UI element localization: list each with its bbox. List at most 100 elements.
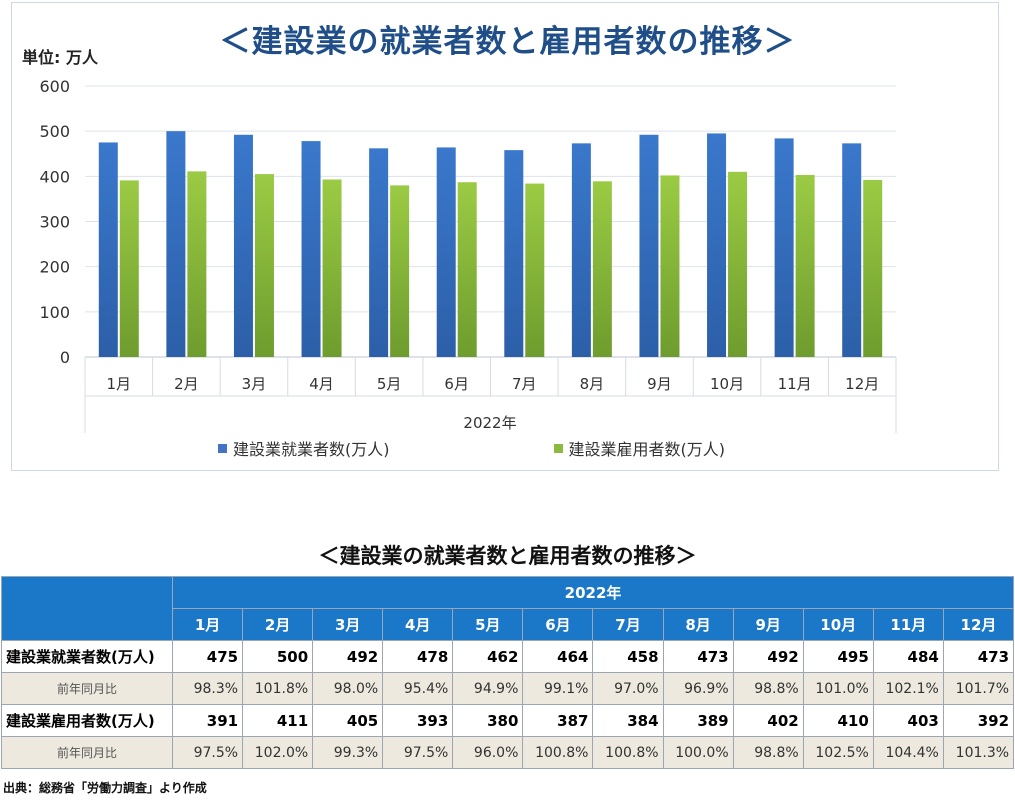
month-header-12: 12月 [942,608,1015,641]
y-tick-label-400: 400 [39,167,70,186]
value-cell: 393 [382,704,454,737]
bar-employed-10 [707,133,727,357]
bar-employees-10 [728,171,748,357]
x-tick-label-4: 4月 [309,375,334,393]
value-cell: 464 [522,640,594,673]
x-tick-label-8: 8月 [580,375,605,393]
ratio-cell: 95.4% [382,672,454,705]
bar-employees-2 [187,171,207,357]
ratio-cell: 102.5% [802,736,874,769]
x-tick-label-1: 1月 [107,375,132,393]
y-tick-label-100: 100 [39,303,70,322]
ratio-cell: 104.4% [872,736,944,769]
y-tick-label-0: 0 [60,348,70,367]
value-cell: 389 [662,704,734,737]
value-cell: 410 [802,704,874,737]
value-cell: 405 [312,704,384,737]
bar-employed-4 [301,141,321,357]
ratio-cell: 102.0% [242,736,314,769]
data-table: 2022年 1月 2月 3月 4月 5月 6月 7月 8月 9月 10月 11月 12月 建設業就業者… [1,576,1015,769]
y-tick-label-200: 200 [39,258,70,277]
bar-employed-9 [639,134,659,357]
ratio-cell: 98.0% [312,672,384,705]
bar-employees-3 [254,174,274,357]
table-body: 建設業就業者数(万人) 475 500 492 478 462 464 458 473 492 49… [1,640,1015,769]
month-header-10: 10月 [802,608,874,641]
bar-employees-8 [592,181,612,357]
bar-employed-1 [98,142,118,357]
y-tick-label-600: 600 [39,77,70,96]
x-tick-label-11: 11月 [778,375,812,393]
value-row: 建設業雇用者数(万人) 391 411 405 393 380 387 384 389 402 41… [1,704,1015,737]
legend-swatch-employed [218,443,227,453]
month-header-1: 1月 [171,608,244,641]
x-tick-label-7: 7月 [512,375,537,393]
ratio-cell: 97.5% [171,736,244,769]
y-tick-label-300: 300 [39,213,70,232]
table-year-header: 2022年 [171,576,1015,609]
ratio-cell: 101.3% [942,736,1015,769]
month-header-8: 8月 [662,608,734,641]
bar-employees-1 [119,180,139,357]
chart-legend: 建設業就業者数(万人) 建設業雇用者数(万人) [218,436,725,460]
value-cell: 380 [452,704,524,737]
ratio-cell: 100.8% [522,736,594,769]
bar-employees-9 [660,175,680,357]
ratio-cell: 102.1% [872,672,944,705]
chart-title: ＜建設業の就業者数と雇用者数の推移＞ [219,24,796,60]
bar-chart: 0 100 200 300 400 500 600 1月 2月 3月 4月 5月 6月 7月 8月 9月 10月… [39,77,897,433]
month-header-4: 4月 [382,608,454,641]
bar-employees-12 [863,179,883,357]
unit-label: 単位: 万人 [22,48,98,67]
month-header-5: 5月 [452,608,524,641]
value-cell: 478 [382,640,454,673]
ratio-cell: 99.3% [312,736,384,769]
ratio-cell: 101.0% [802,672,874,705]
legend-label-employees: 建設業雇用者数(万人) [568,440,726,459]
bar-employed-7 [504,150,524,357]
ratio-row: 前年同月比 97.5% 102.0% 99.3% 97.5% 96.0% 100.8% 100… [1,736,1015,769]
bar-employed-6 [436,147,456,357]
value-cell: 473 [662,640,734,673]
month-header-2: 2月 [242,608,314,641]
x-tick-label-9: 9月 [647,375,672,393]
table-corner-cell [1,576,173,641]
x-tick-label-6: 6月 [444,375,469,393]
value-cell: 387 [522,704,594,737]
ratio-cell: 100.8% [592,736,664,769]
ratio-cell: 100.0% [662,736,734,769]
ratio-cell: 94.9% [452,672,524,705]
bar-employed-11 [774,138,794,357]
month-header-6: 6月 [522,608,594,641]
bar-employed-3 [233,134,253,357]
value-cell: 473 [942,640,1015,673]
bar-employed-8 [571,143,591,357]
bar-employed-2 [166,131,186,357]
y-tick-label-500: 500 [39,122,70,141]
ratio-row: 前年同月比 98.3% 101.8% 98.0% 95.4% 94.9% 99.1% 97.0… [1,672,1015,705]
value-cell: 462 [452,640,524,673]
bar-employed-12 [842,143,862,357]
value-cell: 384 [592,704,664,737]
bar-employees-6 [457,182,477,357]
x-tick-label-3: 3月 [242,375,267,393]
ratio-cell: 96.0% [452,736,524,769]
legend-label-employed: 建設業就業者数(万人) [233,440,390,459]
x-axis-year-label: 2022年 [463,414,517,432]
table-year-row: 2022年 [1,576,1015,641]
table-title: ＜建設業の就業者数と雇用者数の推移＞ [318,544,697,568]
legend-item-employees: 建設業雇用者数(万人) [553,436,726,460]
legend-item-employed: 建設業就業者数(万人) [218,436,390,460]
ratio-cell: 101.8% [242,672,314,705]
month-header-7: 7月 [592,608,664,641]
bar-employees-4 [322,179,342,357]
ratio-cell: 96.9% [662,672,734,705]
value-cell: 484 [872,640,944,673]
bar-employees-11 [795,174,815,357]
row-label: 前年同月比 [1,672,173,705]
ratio-cell: 98.8% [732,672,804,705]
legend-swatch-employees [553,443,563,453]
ratio-cell: 97.0% [592,672,664,705]
ratio-cell: 98.3% [171,672,244,705]
ratio-cell: 99.1% [522,672,594,705]
